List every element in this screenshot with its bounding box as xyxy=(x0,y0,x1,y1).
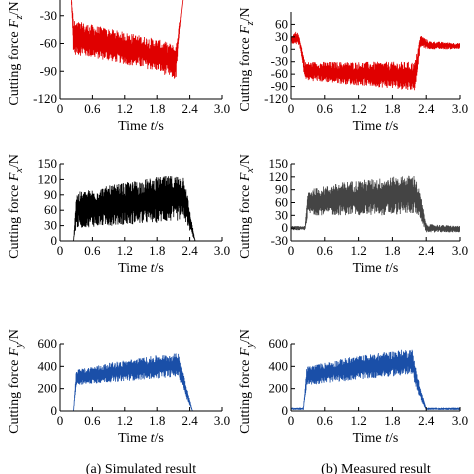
y-tick-label: -120 xyxy=(33,91,57,106)
chart-b-bot: 0 0.6 1.2 1.8 2.4 3.0 0 200 400 600 Cutting force … xyxy=(238,329,468,446)
x-tick-label: 1.8 xyxy=(149,101,165,116)
x-tick-label: 1.8 xyxy=(384,413,400,428)
y-tick-label: -90 xyxy=(271,79,288,94)
y-tick-label: -90 xyxy=(40,63,57,78)
x-tick-label: 2.4 xyxy=(181,101,198,116)
series-trace xyxy=(291,31,460,91)
x-tick-label: 0.6 xyxy=(317,101,334,116)
chart-b-mid: 0 0.6 1.2 1.8 2.4 3.0-300306090120150Cutting … xyxy=(238,154,468,276)
series-trace xyxy=(291,175,460,233)
x-tick-label: 0.6 xyxy=(84,243,101,258)
x-tick-label: 0 xyxy=(288,101,295,116)
x-tick-label: 2.4 xyxy=(418,413,435,428)
x-tick-label: 0.6 xyxy=(317,243,334,258)
x-tick-label: 1.8 xyxy=(384,101,400,116)
x-tick-label: 1.2 xyxy=(117,243,133,258)
x-axis-label: Time t/s xyxy=(118,261,164,276)
y-tick-label: 30 xyxy=(275,207,288,222)
x-tick-label: 0.6 xyxy=(317,413,334,428)
y-tick-label: 150 xyxy=(269,156,289,171)
x-tick-label: 3.0 xyxy=(452,101,468,116)
y-tick-label: 400 xyxy=(269,358,289,373)
y-tick-label: 0 xyxy=(282,220,289,235)
y-tick-label: 120 xyxy=(38,171,58,186)
x-tick-label: 2.4 xyxy=(418,243,435,258)
series-trace xyxy=(291,349,460,410)
x-axis-label: Time t/s xyxy=(118,431,164,446)
y-tick-label: 200 xyxy=(38,381,58,396)
y-tick-label: 0 xyxy=(282,41,289,56)
x-tick-label: 1.2 xyxy=(350,413,366,428)
x-tick-label: 2.4 xyxy=(181,243,198,258)
x-tick-label: 1.2 xyxy=(117,101,133,116)
x-tick-label: 3.0 xyxy=(452,243,468,258)
y-tick-label: 120 xyxy=(269,169,289,184)
y-tick-label: -60 xyxy=(40,36,57,51)
x-tick-label: 1.8 xyxy=(149,413,165,428)
series-trace xyxy=(71,0,184,79)
x-tick-label: 0.6 xyxy=(84,101,101,116)
chart-b-top: 0 0.6 1.2 1.8 2.4 3.0-120-90-60-3003060Cuttin… xyxy=(238,7,468,134)
y-axis-label: Cutting force Fy/N xyxy=(7,329,25,434)
x-tick-label: 3.0 xyxy=(214,101,230,116)
x-axis-label: Time t/s xyxy=(353,431,399,446)
x-tick-label: 1.2 xyxy=(350,101,366,116)
x-tick-label: 0 xyxy=(288,413,295,428)
y-tick-label: 0 xyxy=(51,233,58,248)
series-trace xyxy=(60,176,222,241)
x-tick-label: 3.0 xyxy=(452,413,468,428)
x-tick-label: 1.8 xyxy=(149,243,165,258)
caption-measured: (b) Measured result xyxy=(321,462,431,474)
y-axis-label: Cutting force Fx/N xyxy=(238,154,256,259)
x-tick-label: 0.6 xyxy=(84,413,101,428)
y-tick-label: -60 xyxy=(271,66,288,81)
y-tick-label: -30 xyxy=(271,54,288,69)
x-tick-label: 2.4 xyxy=(181,413,198,428)
y-tick-label: 90 xyxy=(44,187,57,202)
y-tick-label: 200 xyxy=(269,381,289,396)
y-tick-label: 400 xyxy=(38,358,58,373)
y-tick-label: 30 xyxy=(44,218,57,233)
y-tick-label: 60 xyxy=(44,202,57,217)
y-axis-label: Cutting force Fy/N xyxy=(238,329,256,434)
y-axis-label: Cutting force Fz/N xyxy=(238,7,256,111)
y-tick-label: 0 xyxy=(51,403,58,418)
y-tick-label: -120 xyxy=(264,91,288,106)
x-tick-label: 1.2 xyxy=(350,243,366,258)
caption-simulated: (a) Simulated result xyxy=(86,462,197,474)
y-tick-label: 0 xyxy=(282,403,289,418)
x-tick-label: 0 xyxy=(288,243,295,258)
y-tick-label: 150 xyxy=(38,156,58,171)
y-axis-label: Cutting force Fx/N xyxy=(7,154,25,259)
chart-a-top: 00.61.21.82.43.0-120-90-60-30030Cutting … xyxy=(7,0,230,134)
chart-a-bot: 0 0.6 1.2 1.8 2.4 3.0 0 200 400 600 Cutting force … xyxy=(7,329,230,446)
x-axis-label: Time t/s xyxy=(353,119,399,134)
x-tick-label: 3.0 xyxy=(214,413,230,428)
x-axis-label: Time t/s xyxy=(118,119,164,134)
x-tick-label: 0 xyxy=(57,101,64,116)
x-tick-label: 2.4 xyxy=(418,101,435,116)
y-axis-label: Cutting force Fz/N xyxy=(7,1,25,105)
y-tick-label: 90 xyxy=(275,182,288,197)
x-tick-label: 0 xyxy=(57,413,64,428)
y-tick-label: -30 xyxy=(271,233,288,248)
x-tick-label: 0 xyxy=(57,243,64,258)
x-tick-label: 1.8 xyxy=(384,243,400,258)
y-tick-label: 60 xyxy=(275,195,288,210)
x-axis-label: Time t/s xyxy=(353,261,399,276)
y-tick-label: -30 xyxy=(40,8,57,23)
x-tick-label: 3.0 xyxy=(214,243,230,258)
x-tick-label: 1.2 xyxy=(117,413,133,428)
y-tick-label: 600 xyxy=(38,336,58,351)
series-trace xyxy=(60,353,222,411)
y-tick-label: 60 xyxy=(275,16,288,31)
y-tick-label: 600 xyxy=(269,336,289,351)
y-tick-label: 30 xyxy=(275,29,288,44)
